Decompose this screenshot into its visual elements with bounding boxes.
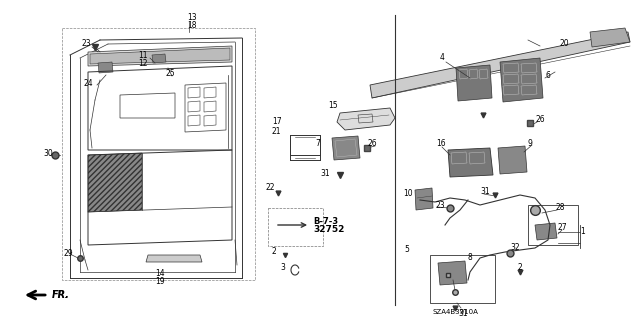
Bar — [528, 205, 578, 245]
Polygon shape — [98, 62, 113, 73]
Text: 19: 19 — [155, 278, 164, 286]
Bar — [430, 255, 495, 303]
Text: 11: 11 — [138, 50, 147, 60]
Text: 13: 13 — [187, 12, 196, 21]
Text: 2: 2 — [518, 263, 523, 272]
Polygon shape — [370, 32, 630, 98]
Polygon shape — [152, 54, 166, 63]
Text: 29: 29 — [63, 249, 72, 258]
Text: SZA4B3910A: SZA4B3910A — [432, 309, 478, 315]
Text: 12: 12 — [138, 58, 147, 68]
Text: 16: 16 — [436, 139, 445, 149]
Polygon shape — [448, 148, 493, 177]
Text: 17: 17 — [272, 117, 282, 127]
Polygon shape — [415, 188, 433, 210]
Text: 14: 14 — [155, 270, 164, 278]
Polygon shape — [498, 146, 527, 174]
Text: 26: 26 — [368, 139, 378, 149]
Polygon shape — [535, 223, 557, 240]
Text: 30: 30 — [43, 149, 52, 158]
Text: FR.: FR. — [52, 290, 67, 300]
Bar — [268, 208, 323, 246]
Text: 32752: 32752 — [313, 226, 344, 234]
Text: 31: 31 — [480, 188, 490, 197]
Text: 7: 7 — [315, 138, 320, 147]
Text: 23: 23 — [81, 39, 91, 48]
Text: B-7-3: B-7-3 — [313, 217, 338, 226]
Text: 22: 22 — [266, 183, 275, 192]
Polygon shape — [90, 48, 230, 64]
Polygon shape — [146, 255, 202, 262]
Text: 3: 3 — [280, 263, 285, 271]
Text: 1: 1 — [580, 227, 585, 236]
Polygon shape — [590, 28, 630, 47]
Polygon shape — [88, 153, 142, 212]
Polygon shape — [337, 108, 395, 130]
Text: 9: 9 — [528, 138, 533, 147]
Text: 5: 5 — [404, 246, 409, 255]
Text: 18: 18 — [187, 21, 196, 31]
Text: 27: 27 — [558, 224, 568, 233]
Polygon shape — [456, 65, 492, 101]
Polygon shape — [500, 58, 543, 102]
Text: 20: 20 — [560, 40, 570, 48]
Text: FR.: FR. — [52, 290, 70, 300]
Text: 31: 31 — [458, 308, 468, 317]
Text: 24: 24 — [84, 78, 93, 87]
Text: 6: 6 — [545, 70, 550, 79]
Text: 26: 26 — [535, 115, 545, 124]
Text: 31: 31 — [320, 168, 330, 177]
Text: 8: 8 — [468, 253, 473, 262]
Polygon shape — [438, 261, 467, 285]
Text: 15: 15 — [328, 100, 338, 109]
Text: 25: 25 — [165, 70, 175, 78]
Text: 4: 4 — [440, 54, 445, 63]
Text: 2: 2 — [272, 248, 276, 256]
Text: 28: 28 — [555, 203, 564, 211]
Text: 21: 21 — [272, 127, 282, 136]
Text: 32: 32 — [510, 243, 520, 253]
Polygon shape — [332, 136, 360, 160]
Text: 10: 10 — [403, 189, 413, 197]
Polygon shape — [88, 46, 232, 66]
Text: 23: 23 — [435, 201, 445, 210]
